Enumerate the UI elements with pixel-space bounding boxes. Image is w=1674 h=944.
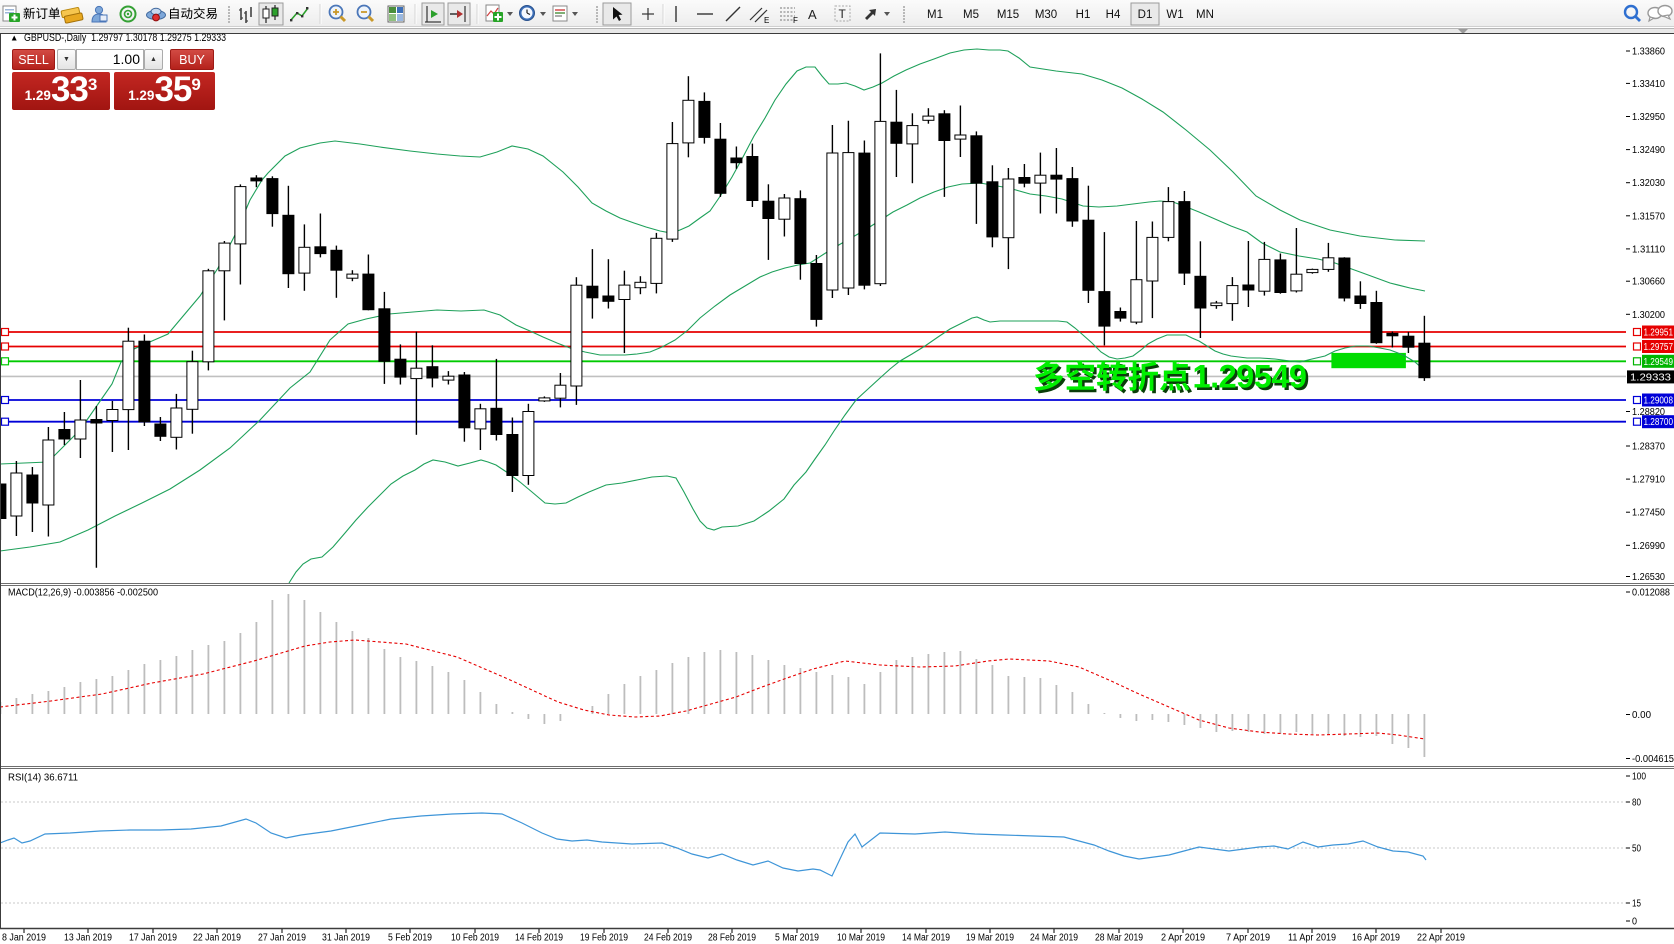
svg-text:1.28700: 1.28700 xyxy=(1644,417,1674,428)
svg-text:15: 15 xyxy=(1632,899,1641,910)
svg-text:1.30660: 1.30660 xyxy=(1632,277,1665,288)
svg-text:H4: H4 xyxy=(1106,9,1121,21)
svg-text:5 Mar 2019: 5 Mar 2019 xyxy=(775,933,819,944)
svg-text:1.28370: 1.28370 xyxy=(1632,442,1665,453)
svg-text:1.32490: 1.32490 xyxy=(1632,145,1665,156)
svg-text:M30: M30 xyxy=(1035,9,1057,21)
svg-text:14 Mar 2019: 14 Mar 2019 xyxy=(902,933,950,944)
svg-text:7 Apr 2019: 7 Apr 2019 xyxy=(1226,933,1270,944)
svg-text:1.28820: 1.28820 xyxy=(1632,407,1665,418)
svg-text:24 Feb 2019: 24 Feb 2019 xyxy=(644,933,692,944)
svg-text:11 Apr 2019: 11 Apr 2019 xyxy=(1288,933,1336,944)
svg-text:-0.004615: -0.004615 xyxy=(1632,754,1674,765)
svg-text:1.29757: 1.29757 xyxy=(1644,342,1674,353)
svg-text:14 Feb 2019: 14 Feb 2019 xyxy=(515,933,563,944)
svg-text:A: A xyxy=(808,7,817,22)
svg-text:1.31570: 1.31570 xyxy=(1632,211,1665,222)
svg-text:D1: D1 xyxy=(1138,9,1153,21)
svg-text:22 Apr 2019: 22 Apr 2019 xyxy=(1417,933,1465,944)
svg-text:80: 80 xyxy=(1632,798,1641,809)
svg-text:10 Mar 2019: 10 Mar 2019 xyxy=(837,933,885,944)
svg-text:1.29951: 1.29951 xyxy=(1644,328,1674,339)
svg-text:T: T xyxy=(839,7,847,21)
svg-text:MN: MN xyxy=(1196,9,1214,21)
svg-text:1.29549: 1.29549 xyxy=(1644,357,1674,368)
svg-text:M15: M15 xyxy=(997,9,1019,21)
svg-text:0.00: 0.00 xyxy=(1632,710,1651,721)
svg-text:1.30200: 1.30200 xyxy=(1632,310,1665,321)
svg-text:50: 50 xyxy=(1632,844,1641,855)
svg-text:0: 0 xyxy=(1632,917,1637,928)
svg-text:2 Apr 2019: 2 Apr 2019 xyxy=(1161,933,1205,944)
svg-text:1.32030: 1.32030 xyxy=(1632,178,1665,189)
svg-text:1.26530: 1.26530 xyxy=(1632,572,1665,583)
svg-text:27 Jan 2019: 27 Jan 2019 xyxy=(258,933,306,944)
svg-text:1.26990: 1.26990 xyxy=(1632,541,1665,552)
svg-text:1.32950: 1.32950 xyxy=(1632,112,1665,123)
svg-text:5 Feb 2019: 5 Feb 2019 xyxy=(388,933,432,944)
svg-text:100: 100 xyxy=(1632,772,1646,783)
svg-text:8 Jan 2019: 8 Jan 2019 xyxy=(2,933,46,944)
svg-text:19 Feb 2019: 19 Feb 2019 xyxy=(580,933,628,944)
svg-text:0.012088: 0.012088 xyxy=(1632,588,1670,599)
svg-text:28 Mar 2019: 28 Mar 2019 xyxy=(1095,933,1143,944)
svg-text:F: F xyxy=(793,16,798,25)
svg-text:1.29549: 1.29549 xyxy=(1193,359,1307,395)
svg-text:13 Jan 2019: 13 Jan 2019 xyxy=(64,933,112,944)
svg-text:1.33410: 1.33410 xyxy=(1632,79,1665,90)
svg-text:M1: M1 xyxy=(927,9,943,21)
svg-text:M5: M5 xyxy=(963,9,979,21)
svg-text:RSI(14) 36.6711: RSI(14) 36.6711 xyxy=(8,772,78,784)
svg-text:E: E xyxy=(764,16,769,25)
svg-text:28 Feb 2019: 28 Feb 2019 xyxy=(708,933,756,944)
svg-text:MACD(12,26,9) -0.003856 -0.002: MACD(12,26,9) -0.003856 -0.002500 xyxy=(8,587,158,599)
svg-text:1.29549: 1.29549 xyxy=(1195,361,1309,397)
svg-text:1.29008: 1.29008 xyxy=(1644,396,1674,407)
svg-text:16 Apr 2019: 16 Apr 2019 xyxy=(1352,933,1400,944)
svg-text:1.27450: 1.27450 xyxy=(1632,508,1665,519)
svg-text:GBPUSD-,Daily 1.29797 1.30178: GBPUSD-,Daily 1.29797 1.30178 1.29275 1.… xyxy=(24,32,226,44)
svg-text:24 Mar 2019: 24 Mar 2019 xyxy=(1030,933,1078,944)
svg-text:10 Feb 2019: 10 Feb 2019 xyxy=(451,933,499,944)
svg-text:▲: ▲ xyxy=(10,33,18,43)
svg-text:17 Jan 2019: 17 Jan 2019 xyxy=(129,933,177,944)
svg-text:W1: W1 xyxy=(1166,9,1183,21)
svg-text:1.33860: 1.33860 xyxy=(1632,47,1665,58)
svg-text:1.27910: 1.27910 xyxy=(1632,475,1665,486)
svg-text:H1: H1 xyxy=(1076,9,1091,21)
svg-text:22 Jan 2019: 22 Jan 2019 xyxy=(193,933,241,944)
svg-text:31 Jan 2019: 31 Jan 2019 xyxy=(322,933,370,944)
svg-text:1.31110: 1.31110 xyxy=(1632,244,1665,255)
svg-text:1.29333: 1.29333 xyxy=(1630,373,1671,384)
svg-text:19 Mar 2019: 19 Mar 2019 xyxy=(966,933,1014,944)
